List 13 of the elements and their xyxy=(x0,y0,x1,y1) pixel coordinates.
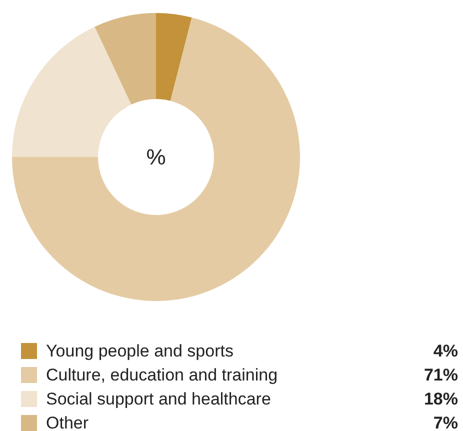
donut-slice xyxy=(12,26,132,157)
donut-slice xyxy=(94,13,156,105)
legend-label: Culture, education and training xyxy=(46,366,278,384)
legend-label: Young people and sports xyxy=(46,342,234,360)
donut-slice xyxy=(156,13,192,101)
data-label: 71% xyxy=(424,366,458,384)
data-label: 7% xyxy=(433,414,458,431)
data-label: 4% xyxy=(433,342,458,360)
legend-label: Social support and healthcare xyxy=(46,390,271,408)
legend-label: Other xyxy=(46,414,89,431)
data-label: 18% xyxy=(424,390,458,408)
text: % xyxy=(146,144,166,170)
donut-slice xyxy=(12,18,300,301)
